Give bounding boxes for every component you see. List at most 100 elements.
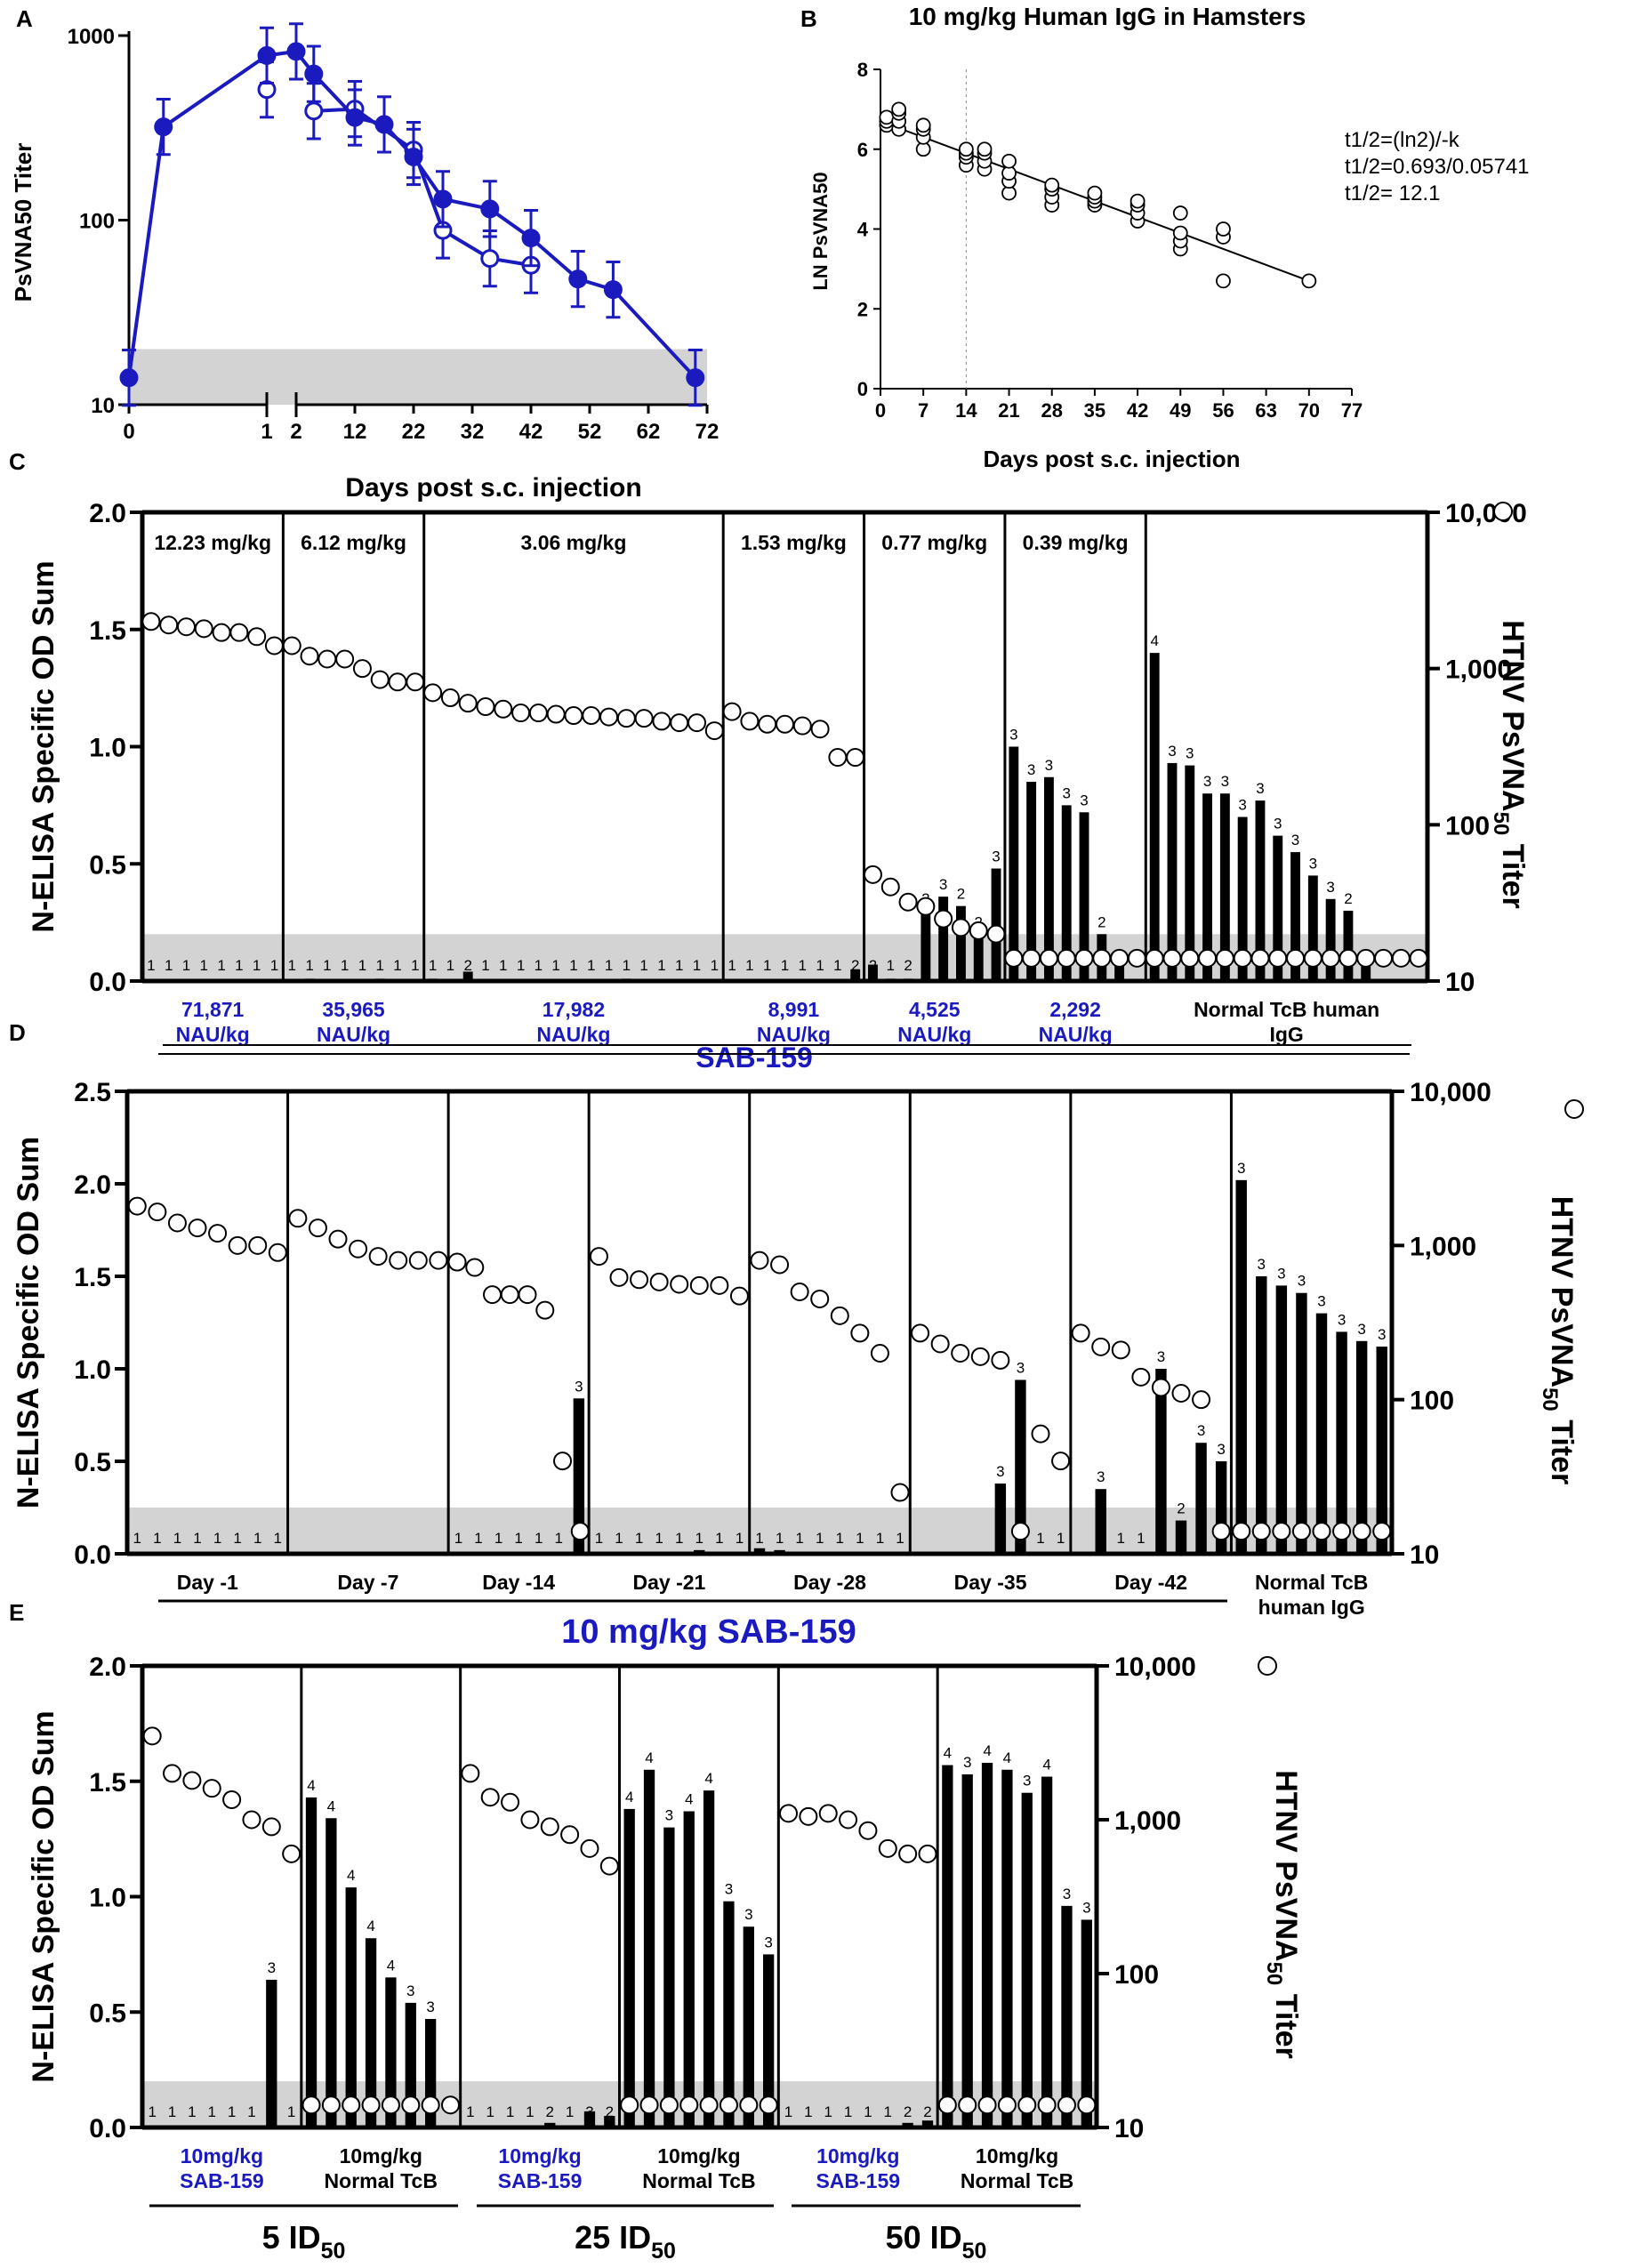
section-bottom-label: 10mg/kg xyxy=(340,2144,422,2167)
y-axis-title: PsVNA50 Titer xyxy=(10,143,36,302)
point-filled xyxy=(154,117,173,137)
section-bottom-label: 2,292 xyxy=(1049,998,1101,1021)
titer-point xyxy=(1162,948,1182,968)
od-bar xyxy=(1361,957,1371,981)
bar-value-label: 2 xyxy=(1097,913,1105,930)
bar-value-label: 1 xyxy=(188,2103,196,2120)
titer-point xyxy=(1339,948,1358,968)
titer-point xyxy=(1092,948,1112,968)
bar-value-label: 1 xyxy=(506,2103,514,2120)
y-tick-label: 0.0 xyxy=(74,1540,111,1570)
data-point xyxy=(1001,153,1017,169)
titer-point xyxy=(970,1347,990,1366)
titer-point xyxy=(127,1196,147,1216)
section-bottom-label: NAU/kg xyxy=(317,1023,390,1046)
od-bar xyxy=(573,1398,585,1554)
bar-value-label: 3 xyxy=(1168,743,1176,760)
bar-value-label: 3 xyxy=(1317,1293,1325,1310)
right-axis-title: HTNV PsVNA50 Titer xyxy=(1489,620,1530,909)
titer-point xyxy=(830,1306,849,1325)
section-bottom-label: 10mg/kg xyxy=(657,2144,740,2167)
od-bar xyxy=(1315,1313,1328,1554)
point-filled xyxy=(345,108,365,127)
point-filled xyxy=(433,189,453,209)
data-point xyxy=(891,101,907,117)
x-tick-label: 1 xyxy=(261,420,272,444)
titer-point xyxy=(1215,948,1234,968)
series-line xyxy=(529,237,580,281)
bar-value-label: 3 xyxy=(992,848,1000,865)
bar-value-label: 4 xyxy=(366,1918,374,1934)
od-bar xyxy=(753,1548,766,1554)
titer-point xyxy=(589,1247,608,1267)
titer-point xyxy=(863,865,882,884)
od-bar xyxy=(1296,1292,1307,1554)
titer-point xyxy=(839,1810,858,1830)
od-bar xyxy=(1202,793,1213,981)
od-bar xyxy=(1256,1276,1267,1554)
bar-value-label: 1 xyxy=(695,1530,703,1547)
bar-value-label: 1 xyxy=(358,957,366,974)
section-bottom-label: 10mg/kg xyxy=(498,2144,581,2167)
panel-letter: C xyxy=(9,448,26,475)
titer-point xyxy=(652,712,671,731)
titer-point xyxy=(916,897,936,916)
bar-value-label: 1 xyxy=(270,957,278,974)
bar-value-label: 1 xyxy=(675,1530,683,1547)
point-filled xyxy=(286,42,306,61)
titer-point xyxy=(1071,1323,1090,1343)
titer-point xyxy=(969,921,988,940)
right-tick-label: 10,000 xyxy=(1114,1653,1196,1682)
titer-point xyxy=(770,1255,790,1275)
bar-value-label: 1 xyxy=(551,957,559,974)
od-bar xyxy=(961,1773,973,2127)
bar-value-label: 3 xyxy=(1186,745,1194,762)
titer-point xyxy=(511,704,531,723)
od-bar xyxy=(885,978,896,981)
x-tick-label: 0 xyxy=(875,399,886,422)
od-bar xyxy=(1255,800,1266,981)
x-tick-label: 49 xyxy=(1170,399,1191,422)
x-tick-label: 21 xyxy=(998,399,1019,422)
section-bottom-label: NAU/kg xyxy=(176,1023,250,1046)
titer-point xyxy=(1151,1378,1170,1397)
right-tick-label: 10,000 xyxy=(1410,1078,1491,1107)
od-bar xyxy=(981,1762,993,2127)
titer-point xyxy=(818,1804,838,1823)
titer-point xyxy=(930,1334,950,1354)
od-bar xyxy=(868,964,878,981)
od-bar xyxy=(1237,816,1248,981)
half-life-annotation: t1/2=(ln2)/-k xyxy=(1345,128,1460,152)
od-bar xyxy=(763,1954,775,2127)
x-tick-label: 56 xyxy=(1212,399,1234,422)
point-open xyxy=(304,101,324,121)
titer-point xyxy=(500,1285,519,1305)
titer-point xyxy=(739,2095,759,2115)
y-tick-label: 6 xyxy=(857,139,868,161)
bar-value-label: 4 xyxy=(944,1745,952,1762)
titer-point xyxy=(188,1218,207,1238)
titer-point xyxy=(282,636,301,655)
y-tick-label: 2.5 xyxy=(74,1078,111,1107)
bar-value-label: 3 xyxy=(585,2103,593,2120)
titer-point xyxy=(388,672,407,692)
od-bar xyxy=(1155,1369,1167,1554)
bar-value-label: 1 xyxy=(799,957,807,974)
point-filled xyxy=(521,229,541,248)
titer-point xyxy=(501,1792,520,1812)
titer-point xyxy=(649,1272,669,1291)
titer-point xyxy=(148,1202,167,1222)
titer-point xyxy=(1145,948,1164,968)
titer-point xyxy=(1391,948,1411,968)
titer-point xyxy=(368,1247,388,1267)
titer-point xyxy=(461,1764,480,1783)
y-tick-label: 1.0 xyxy=(89,1884,126,1913)
od-bar xyxy=(1167,762,1178,981)
titer-point xyxy=(1110,948,1130,968)
x-tick-label: 14 xyxy=(955,399,977,422)
y-axis-title: N-ELISA Specific OD Sum xyxy=(27,560,60,932)
bar-value-label: 1 xyxy=(623,957,631,974)
bar-value-label: 1 xyxy=(876,1530,884,1547)
od-bar xyxy=(921,910,931,981)
bar-value-label: 3 xyxy=(1080,792,1088,808)
